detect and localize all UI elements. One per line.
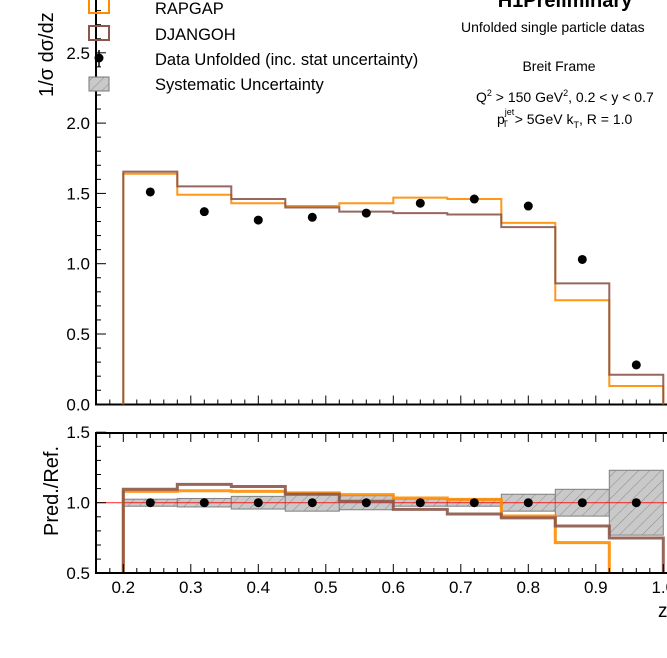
ratio-y-tick-label: 1.5 xyxy=(66,423,90,442)
ratio-series-group xyxy=(96,469,667,573)
djangoh-ratio-line xyxy=(121,482,665,573)
ratio-y-tick-label: 1.0 xyxy=(66,494,90,513)
ratio-panel: 0.5 1.0 1.5 0.2 0.3 0.4 0.5 0.6 0.7 0.8 0.9 1.0 xyxy=(66,423,667,597)
main-y-tick-label: 1.0 xyxy=(66,255,90,274)
main-y-tick-label: 2.5 xyxy=(66,44,90,63)
frame-label: Breit Frame xyxy=(522,58,595,74)
rapgap-step-line xyxy=(122,172,665,405)
djangoh-swatch xyxy=(88,25,110,41)
ratio-y-tick-label: 0.5 xyxy=(66,564,90,583)
data-marker-icon xyxy=(94,53,104,63)
ratio-data-point xyxy=(631,498,641,508)
systematic-swatch xyxy=(88,76,110,92)
ratio-data-point xyxy=(307,498,317,508)
legend-item-rapgap: RAPGAP xyxy=(88,0,224,18)
legend-label-rapgap: RAPGAP xyxy=(155,0,224,18)
main-y-axis-label: 1/σ dσ/dz xyxy=(36,12,58,97)
data-point xyxy=(199,207,209,217)
main-y-tick-label: 0.5 xyxy=(66,325,90,344)
x-tick-label: 0.9 xyxy=(584,578,608,597)
legend-item-systematic: Systematic Uncertainty xyxy=(88,76,324,94)
data-point xyxy=(415,198,425,208)
ratio-data-point xyxy=(469,498,479,508)
ratio-data-point xyxy=(253,498,263,508)
rapgap-swatch xyxy=(88,0,110,14)
x-tick-label: 0.3 xyxy=(179,578,203,597)
x-tick-label: 0.8 xyxy=(516,578,540,597)
main-y-tick-label: 1.5 xyxy=(66,184,90,203)
ratio-data-point xyxy=(415,498,425,508)
ratio-data-point xyxy=(361,498,371,508)
ratio-data-point xyxy=(577,498,587,508)
ratio-y-axis-label: Pred./Ref. xyxy=(41,446,63,536)
ratio-data-point xyxy=(199,498,209,508)
x-tick-label: 0.2 xyxy=(111,578,135,597)
data-point xyxy=(577,254,587,264)
data-point xyxy=(469,194,479,204)
djangoh-step-line xyxy=(122,170,665,405)
data-point xyxy=(361,208,371,218)
main-y-tick-label: 2.0 xyxy=(66,114,90,133)
data-point xyxy=(253,215,263,225)
annotations: H1Preliminary Unfolded single particle d… xyxy=(461,0,654,130)
ratio-data-point xyxy=(145,498,155,508)
legend-label-data: Data Unfolded (inc. stat uncertainty) xyxy=(155,51,418,69)
legend-item-data: Data Unfolded (inc. stat uncertainty) xyxy=(94,50,418,69)
experiment-label: H1Preliminary xyxy=(498,0,633,12)
legend-item-djangoh: DJANGOH xyxy=(88,25,236,44)
data-point xyxy=(631,360,641,370)
q2-cut-label: Q2 > 150 GeV2, 0.2 < y < 0.7 xyxy=(476,88,654,105)
rapgap-ratio-line xyxy=(121,489,611,573)
main-y-tick-label: 0.0 xyxy=(66,395,90,414)
main-series-group xyxy=(122,170,665,405)
ratio-data-point xyxy=(523,498,533,508)
x-tick-label: 0.4 xyxy=(246,578,270,597)
data-point xyxy=(145,187,155,197)
pt-cut-label: pjet T > 5GeV kT, R = 1.0 xyxy=(497,107,632,130)
legend-label-systematic: Systematic Uncertainty xyxy=(155,76,324,94)
dataset-label: Unfolded single particle datas xyxy=(461,19,645,35)
legend: RAPGAP DJANGOH Data Unfolded (inc. stat … xyxy=(88,0,418,94)
data-point xyxy=(523,201,533,211)
x-tick-label: 0.5 xyxy=(314,578,338,597)
data-point xyxy=(307,212,317,222)
x-axis-label: z xyxy=(658,601,667,622)
x-tick-label: 0.6 xyxy=(381,578,405,597)
x-tick-label: 0.7 xyxy=(449,578,473,597)
legend-label-djangoh: DJANGOH xyxy=(155,26,236,44)
main-panel: 0.0 0.5 1.0 1.5 2.0 2.5 xyxy=(66,0,667,414)
x-tick-label: 1.0 xyxy=(651,578,667,597)
